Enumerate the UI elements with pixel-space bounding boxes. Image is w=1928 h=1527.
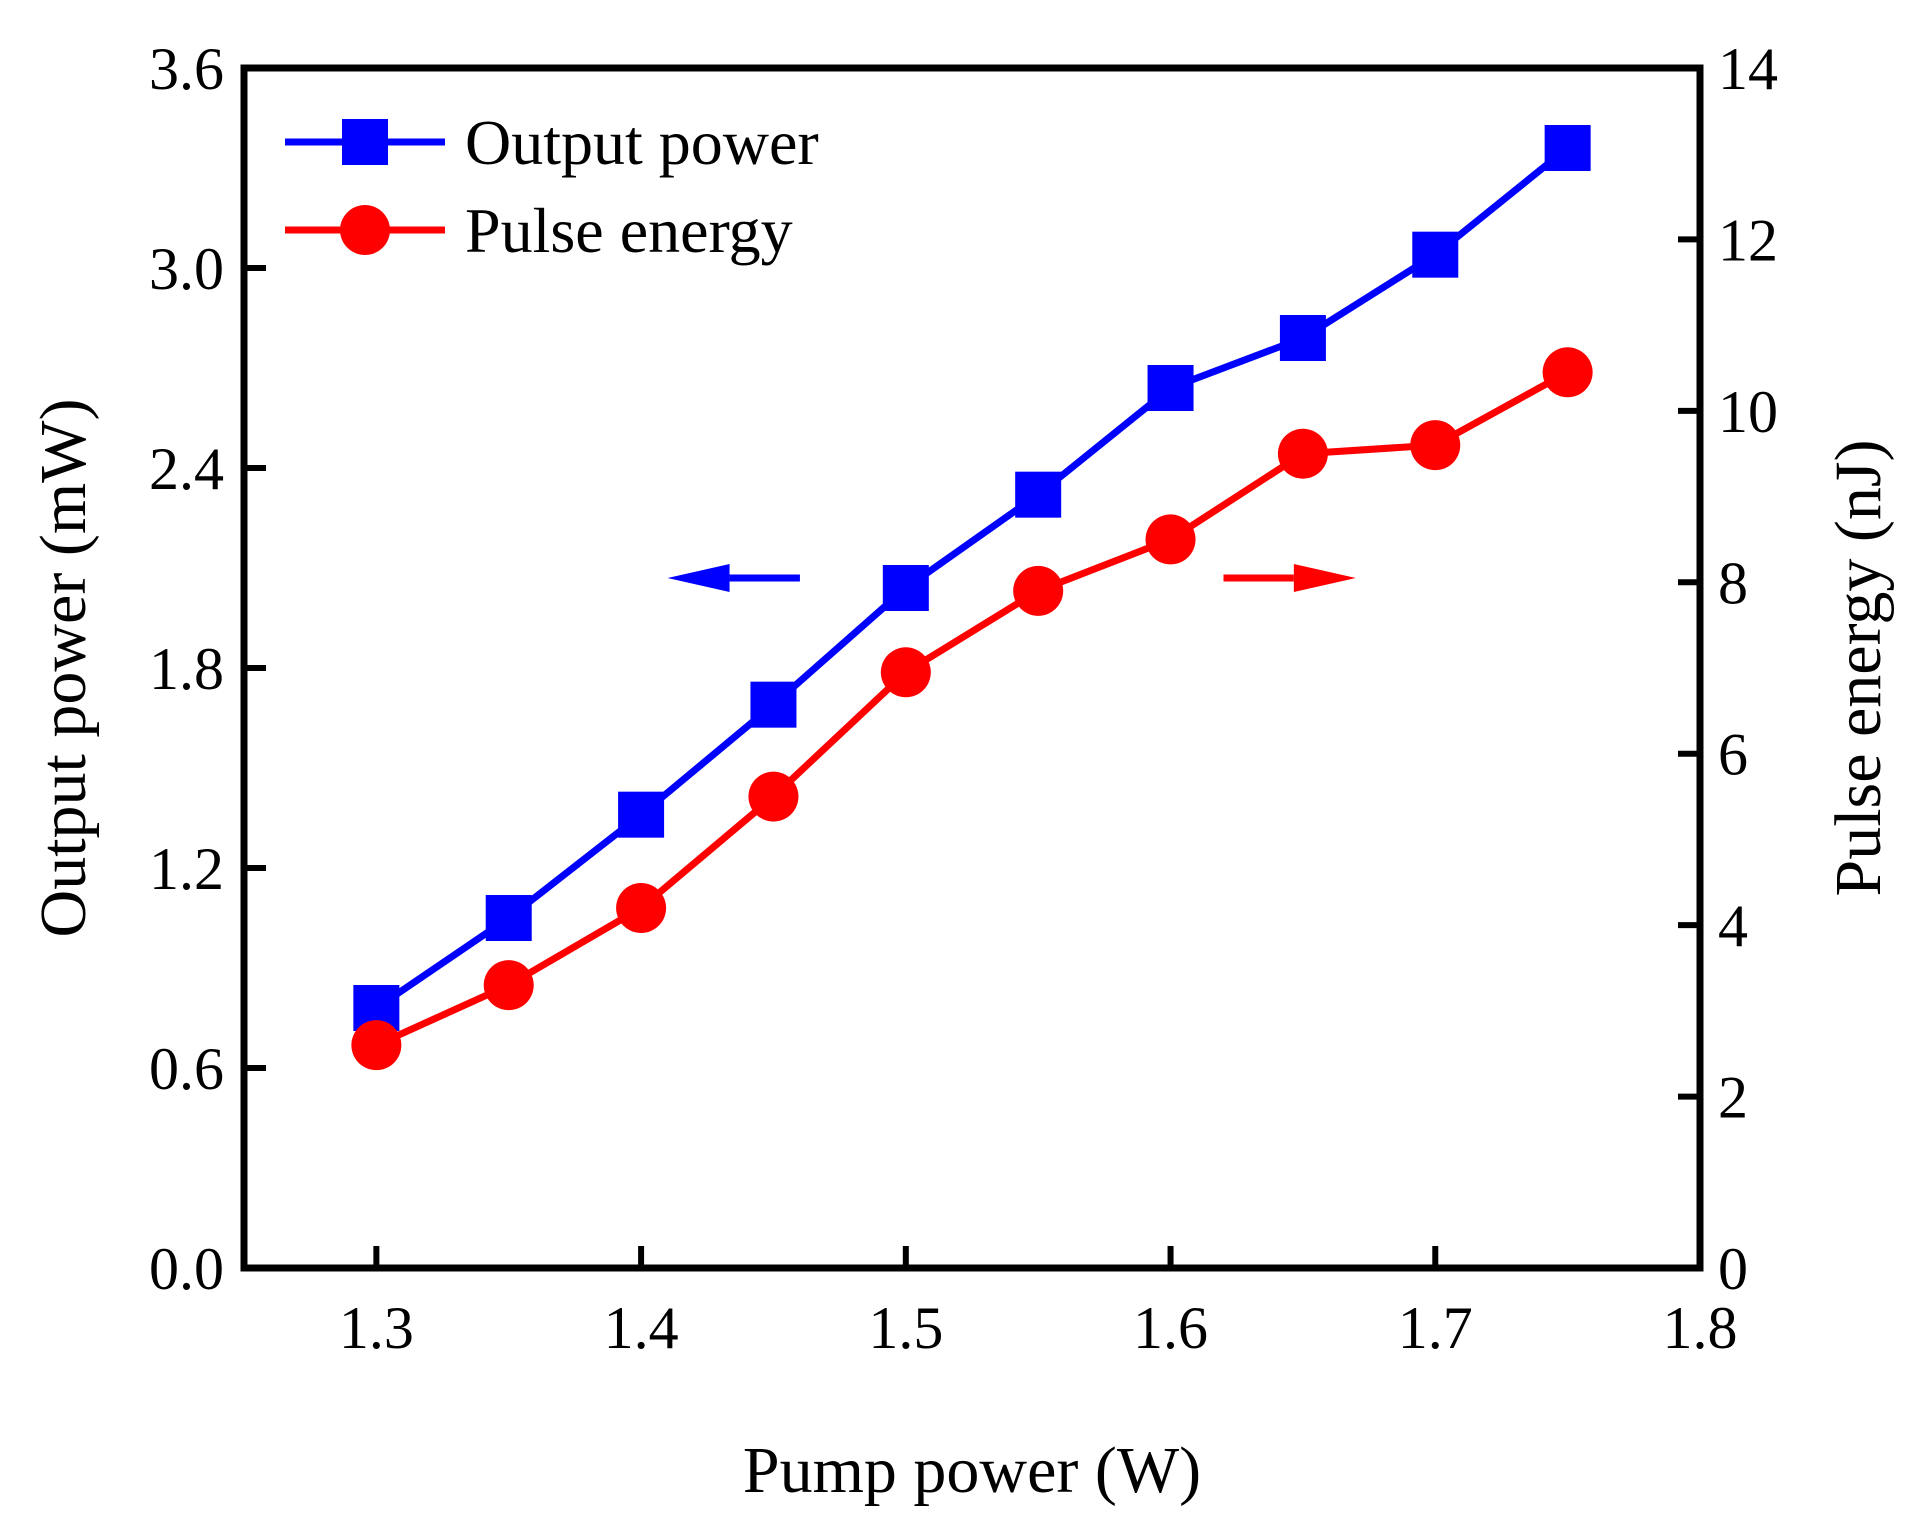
left-y-tick-label: 0.6 <box>149 1036 224 1102</box>
left-y-tick-label: 3.6 <box>149 36 224 102</box>
data-point-square <box>1015 471 1062 518</box>
x-tick-label: 1.3 <box>339 1295 414 1361</box>
annotations <box>667 564 1356 592</box>
data-point-square <box>618 791 665 838</box>
left-y-tick-label: 1.8 <box>149 636 224 702</box>
plot-frame <box>240 64 1704 1272</box>
data-point-square <box>1544 125 1591 171</box>
x-tick-label: 1.4 <box>604 1295 679 1361</box>
right-y-tick-label: 4 <box>1718 893 1748 959</box>
legend-label: Pulse energy <box>465 195 793 266</box>
x-tick-label: 1.8 <box>1663 1295 1738 1361</box>
left-y-tick-label: 3.0 <box>149 236 224 302</box>
left-y-tick-label: 2.4 <box>149 436 224 502</box>
data-point-circle <box>1542 347 1593 398</box>
left-y-tick-label: 0.0 <box>149 1236 224 1302</box>
legend-label: Output power <box>465 107 819 178</box>
data-point-circle <box>483 960 534 1011</box>
series-output-power <box>353 125 1591 1031</box>
data-point-circle <box>1145 514 1196 565</box>
data-point-square <box>1412 231 1459 278</box>
series-layer <box>351 125 1593 1071</box>
series-pulse-energy <box>351 347 1593 1071</box>
right-y-tick-label: 2 <box>1718 1065 1748 1131</box>
legend-marker-square <box>342 119 388 165</box>
right-y-tick-label: 12 <box>1718 207 1778 273</box>
right-y-axis-title: Pulse energy (nJ) <box>1822 439 1895 896</box>
left-y-tick-label: 1.2 <box>149 836 224 902</box>
x-axis-title: Pump power (W) <box>743 1434 1201 1507</box>
arrow-head <box>1293 564 1356 592</box>
series-line <box>374 369 1570 1049</box>
data-point-circle <box>880 647 931 698</box>
data-point-square <box>750 681 797 728</box>
data-point-circle <box>616 883 667 933</box>
legend-entry-pulse-energy: Pulse energy <box>285 195 793 266</box>
data-point-square <box>485 895 532 941</box>
right-y-tick-label: 10 <box>1718 379 1778 445</box>
left-y-axis-ticks: 0.0 0.6 1.2 1.8 2.4 3.0 3.6 <box>149 36 266 1302</box>
legend: Output power Pulse energy <box>285 107 819 266</box>
right-y-tick-label: 0 <box>1718 1236 1748 1302</box>
x-tick-label: 1.7 <box>1398 1295 1473 1361</box>
right-y-tick-label: 14 <box>1718 36 1778 102</box>
legend-entry-output-power: Output power <box>285 107 819 178</box>
right-y-axis-ticks: 0 2 4 6 8 10 12 14 <box>1678 36 1778 1302</box>
right-y-tick-label: 8 <box>1718 550 1748 616</box>
data-point-circle <box>1013 565 1064 616</box>
series-line <box>374 145 1570 1011</box>
data-point-circle <box>1277 428 1328 479</box>
arrow-head <box>667 564 730 592</box>
data-point-square <box>1279 315 1326 361</box>
plot-border <box>240 64 1704 1272</box>
x-tick-label: 1.5 <box>868 1295 943 1361</box>
data-point-circle <box>748 771 799 822</box>
data-point-circle <box>1410 420 1461 471</box>
data-point-circle <box>351 1020 402 1071</box>
axis-indicator-arrow-right <box>1223 564 1356 592</box>
right-y-tick-label: 6 <box>1718 722 1748 788</box>
data-point-square <box>1147 365 1194 411</box>
left-y-axis-title: Output power (mW) <box>27 399 100 938</box>
legend-marker-circle <box>340 205 390 255</box>
axis-indicator-arrow-left <box>667 564 800 592</box>
x-axis-ticks: 1.3 1.4 1.5 1.6 1.7 1.8 <box>339 1246 1738 1361</box>
data-point-square <box>882 565 929 611</box>
x-tick-label: 1.6 <box>1133 1295 1208 1361</box>
